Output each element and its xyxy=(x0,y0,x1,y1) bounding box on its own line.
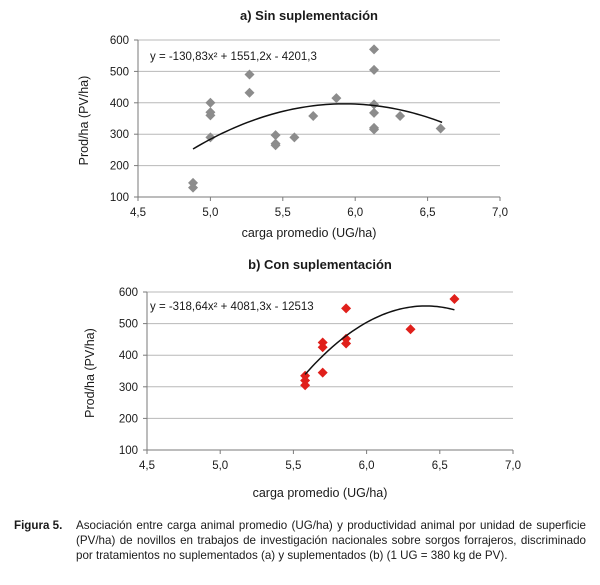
caption-label: Figura 5. xyxy=(14,519,63,532)
caption-text: Asociación entre carga animal promedio (… xyxy=(76,519,586,563)
y-tick-label: 500 xyxy=(110,66,129,78)
chart-title: b) Con suplementación xyxy=(248,257,392,272)
y-axis-label: Prod/ha (PV/ha) xyxy=(77,76,91,166)
data-point xyxy=(205,97,216,108)
figure-caption: Figura 5. Asociación entre carga animal p… xyxy=(14,518,592,564)
data-point xyxy=(317,367,328,378)
y-tick-label: 500 xyxy=(119,319,138,331)
chart-a: a) Sin suplementación 100 200 300 400 500 600 4… xyxy=(77,8,508,240)
y-tick-label: 200 xyxy=(110,161,129,173)
data-point xyxy=(449,293,460,304)
x-axis-label: carga promedio (UG/ha) xyxy=(242,226,377,240)
data-point xyxy=(188,182,199,193)
y-tick-label: 400 xyxy=(110,98,129,110)
y-tick-label: 400 xyxy=(119,350,138,362)
data-point xyxy=(205,110,216,121)
chart-b: b) Con suplementación 100 200 300 400 500 600 4… xyxy=(83,257,521,500)
data-point xyxy=(369,44,380,55)
y-tick-label: 100 xyxy=(119,445,138,457)
trend-equation: y = -318,64x² + 4081,3x - 12513 xyxy=(150,301,314,313)
x-tick-label: 5,0 xyxy=(202,207,218,219)
data-point xyxy=(331,93,342,104)
y-tick-label: 100 xyxy=(110,192,129,204)
trend-equation: y = -130,83x² + 1551,2x - 4201,3 xyxy=(150,51,317,63)
trendline xyxy=(304,305,455,375)
chart-title: a) Sin suplementación xyxy=(240,8,378,23)
x-tick-label: 6,5 xyxy=(420,207,436,219)
data-point xyxy=(369,64,380,75)
data-point xyxy=(289,132,300,143)
x-tick-label: 6,0 xyxy=(359,460,375,472)
y-tick-label: 200 xyxy=(119,413,138,425)
data-point xyxy=(435,123,446,134)
x-tick-label: 7,0 xyxy=(505,460,521,472)
data-point xyxy=(369,99,380,110)
data-point xyxy=(405,324,416,335)
data-point xyxy=(270,140,281,151)
x-tick-label: 6,5 xyxy=(432,460,448,472)
x-tick-label: 4,5 xyxy=(130,207,146,219)
x-tick-label: 4,5 xyxy=(139,460,155,472)
data-point xyxy=(369,107,380,118)
data-point xyxy=(317,342,328,353)
data-point xyxy=(300,380,311,391)
data-point xyxy=(341,338,352,349)
data-point xyxy=(395,110,406,121)
y-tick-label: 300 xyxy=(119,382,138,394)
y-tick-label: 600 xyxy=(110,35,129,47)
x-tick-label: 5,5 xyxy=(275,207,291,219)
data-point xyxy=(244,69,255,80)
data-point xyxy=(270,130,281,141)
y-tick-label: 600 xyxy=(119,287,138,299)
data-point xyxy=(341,303,352,314)
x-tick-label: 7,0 xyxy=(492,207,508,219)
x-tick-label: 5,5 xyxy=(285,460,301,472)
y-axis-label: Prod/ha (PV/ha) xyxy=(83,328,97,418)
trendline xyxy=(192,103,443,150)
y-tick-label: 300 xyxy=(110,129,129,141)
figure: a) Sin suplementación 100 200 300 400 500 600 4… xyxy=(77,8,521,500)
data-point xyxy=(308,110,319,121)
x-axis-label: carga promedio (UG/ha) xyxy=(253,486,388,500)
data-point xyxy=(369,124,380,135)
x-tick-label: 6,0 xyxy=(347,207,363,219)
x-tick-label: 5,0 xyxy=(212,460,228,472)
data-point xyxy=(244,87,255,98)
